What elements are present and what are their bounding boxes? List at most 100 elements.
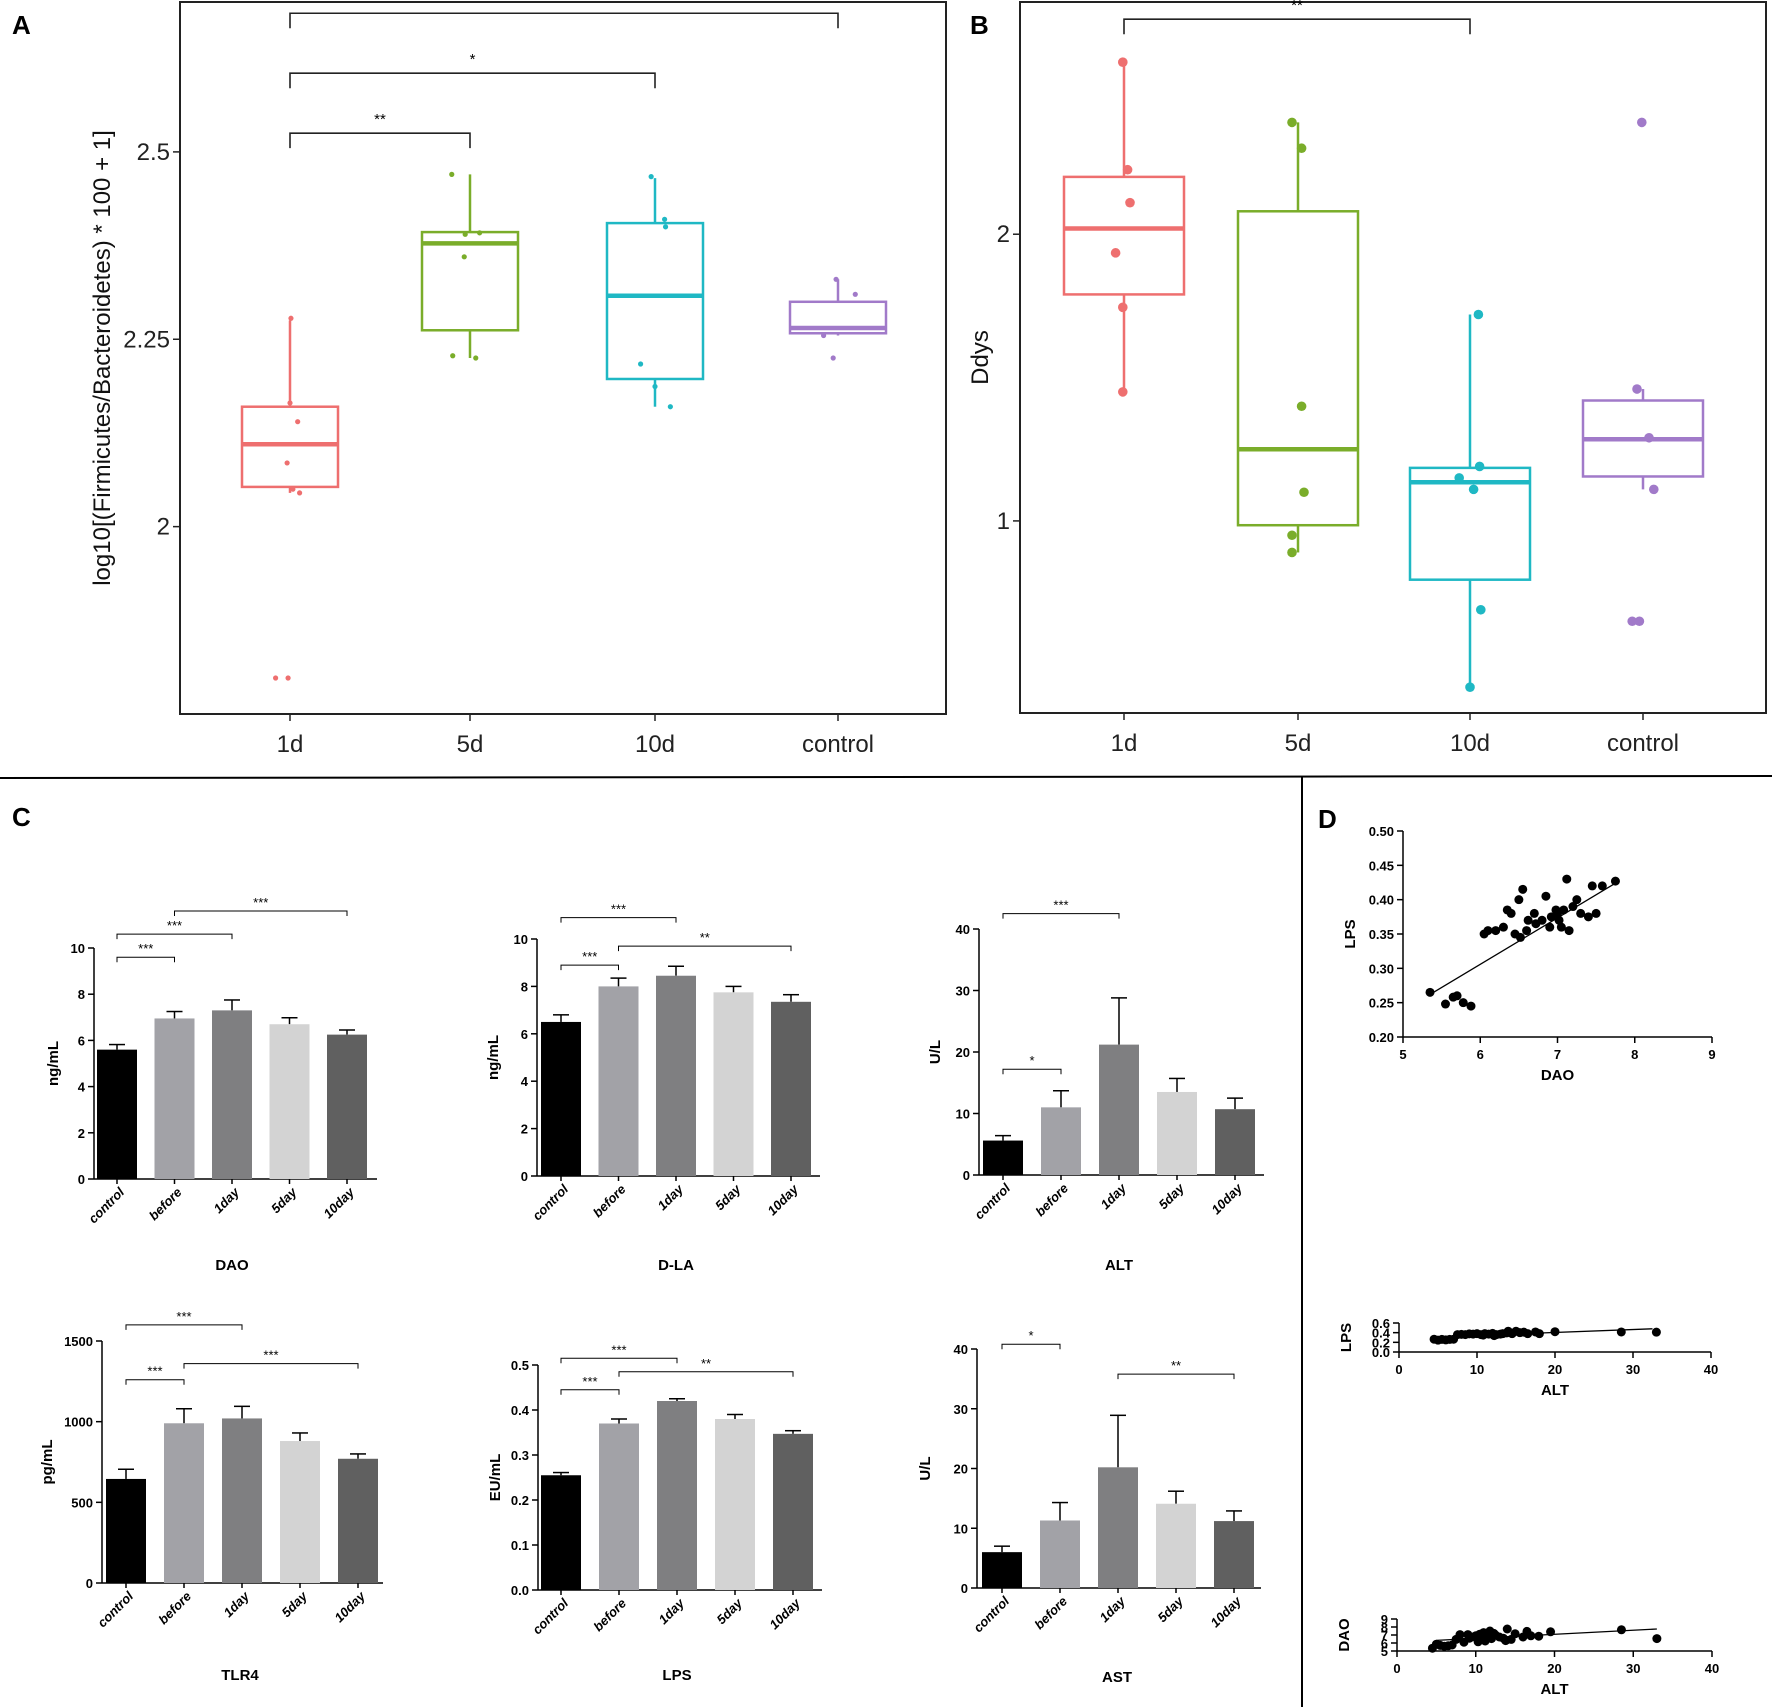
data-point bbox=[1556, 922, 1566, 932]
data-point bbox=[287, 400, 293, 406]
data-point bbox=[273, 675, 279, 681]
x-tick-label: 10day bbox=[1207, 1593, 1244, 1630]
y-tick-label: 0.25 bbox=[1369, 996, 1394, 1011]
data-point bbox=[821, 332, 827, 339]
data-point bbox=[830, 355, 836, 361]
data-point bbox=[1287, 530, 1297, 541]
box-10d bbox=[1408, 466, 1532, 581]
y-axis-label: Ddys bbox=[967, 330, 994, 385]
regression-line bbox=[1429, 882, 1616, 995]
data-point bbox=[288, 315, 294, 321]
bar-control bbox=[541, 1475, 581, 1590]
significance-label: * bbox=[470, 51, 476, 68]
y-tick-label: 4 bbox=[521, 1074, 529, 1089]
y-axis-label: LPS bbox=[1342, 919, 1359, 948]
x-tick-label: 1day bbox=[211, 1184, 243, 1216]
significance-label: *** bbox=[582, 949, 597, 964]
x-tick-label: control bbox=[529, 1595, 571, 1637]
panel-label-c: C bbox=[12, 802, 31, 832]
box-1d bbox=[240, 405, 340, 489]
data-point bbox=[1583, 912, 1593, 922]
y-axis-label: EU/mL bbox=[487, 1454, 504, 1502]
data-point bbox=[1572, 895, 1582, 905]
y-tick-label: 40 bbox=[954, 1342, 968, 1357]
regression-line bbox=[1436, 1628, 1657, 1642]
significance-bracket bbox=[289, 12, 839, 29]
y-tick-label: 10 bbox=[514, 932, 528, 947]
panel-label-d: D bbox=[1318, 804, 1337, 834]
data-point bbox=[1564, 926, 1574, 936]
bar-control bbox=[106, 1478, 146, 1583]
data-point bbox=[1634, 616, 1645, 627]
x-tick-label: before bbox=[1032, 1181, 1071, 1220]
significance-bracket bbox=[116, 933, 233, 940]
significance-bracket bbox=[560, 917, 677, 923]
plot-frame bbox=[1019, 1, 1767, 714]
x-tick-label: 10day bbox=[320, 1184, 357, 1221]
y-tick-label: 0.20 bbox=[1369, 1030, 1394, 1045]
x-tick-label: 20 bbox=[1547, 1661, 1561, 1676]
data-point bbox=[1287, 547, 1297, 558]
x-tick-label: 40 bbox=[1705, 1661, 1719, 1676]
chart-title: DAO bbox=[215, 1257, 249, 1274]
y-tick-label: 8 bbox=[78, 987, 85, 1002]
box-5d bbox=[420, 230, 520, 332]
data-point bbox=[1473, 309, 1484, 320]
y-tick-label: 8 bbox=[1381, 1620, 1388, 1635]
y-tick-label: 40 bbox=[956, 922, 970, 937]
data-point bbox=[1465, 682, 1475, 692]
data-point bbox=[1627, 616, 1637, 627]
significance-label: *** bbox=[147, 1364, 162, 1379]
y-axis-label: U/L bbox=[917, 1456, 934, 1480]
data-point bbox=[1118, 387, 1128, 397]
y-axis-label: DAO bbox=[1336, 1618, 1353, 1652]
x-tick-label: 1day bbox=[221, 1588, 253, 1620]
data-point bbox=[1610, 876, 1620, 886]
bar-before bbox=[598, 986, 639, 1176]
chart-c-dao: 0 2 4 6 8 10 ng/mL control before 1day 5day 10day **… bbox=[45, 895, 377, 1274]
data-point bbox=[833, 276, 839, 282]
x-tick-label: control bbox=[85, 1184, 127, 1226]
bar-10day bbox=[1215, 1109, 1255, 1175]
bar-5day bbox=[713, 992, 754, 1176]
bar-control bbox=[541, 1021, 581, 1176]
data-point bbox=[1632, 384, 1642, 394]
bar-1day bbox=[1098, 1467, 1138, 1588]
data-point bbox=[449, 171, 455, 177]
y-tick-label: 500 bbox=[71, 1495, 93, 1510]
panel-label-b: B bbox=[970, 10, 989, 40]
data-point bbox=[852, 291, 858, 297]
chart-title: TLR4 bbox=[221, 1667, 259, 1684]
data-point bbox=[662, 224, 669, 230]
bar-before bbox=[599, 1423, 639, 1590]
y-tick-label: 0 bbox=[78, 1172, 85, 1187]
bar-10day bbox=[773, 1433, 813, 1590]
significance-bracket bbox=[289, 72, 656, 89]
x-tick-label: 10 bbox=[1469, 1661, 1483, 1676]
y-tick-label: 0.6 bbox=[1372, 1316, 1390, 1331]
y-tick-label: 0.0 bbox=[511, 1583, 529, 1598]
x-tick-label: control bbox=[1607, 730, 1679, 757]
bar-before bbox=[164, 1423, 204, 1583]
significance-bracket bbox=[125, 1379, 185, 1385]
y-tick-label: 30 bbox=[954, 1402, 968, 1417]
y-tick-label: 0.4 bbox=[511, 1403, 530, 1418]
bar-10day bbox=[771, 1001, 811, 1176]
chart-title: LPS bbox=[662, 1667, 691, 1684]
significance-label: *** bbox=[167, 918, 182, 933]
significance-label: ** bbox=[374, 111, 386, 128]
data-point bbox=[1649, 484, 1659, 495]
x-tick-label: 9 bbox=[1708, 1047, 1715, 1062]
data-point bbox=[1452, 991, 1462, 1001]
significance-label: * bbox=[1028, 1328, 1033, 1343]
y-tick-label: 20 bbox=[956, 1045, 970, 1060]
x-axis-label: ALT bbox=[1541, 1382, 1569, 1399]
chart-title: ALT bbox=[1105, 1257, 1133, 1274]
x-tick-label: control bbox=[970, 1593, 1012, 1635]
x-tick-label: 5day bbox=[268, 1184, 300, 1216]
data-point bbox=[648, 174, 654, 180]
bar-before bbox=[1041, 1107, 1081, 1175]
y-tick-label: 2 bbox=[78, 1126, 85, 1141]
